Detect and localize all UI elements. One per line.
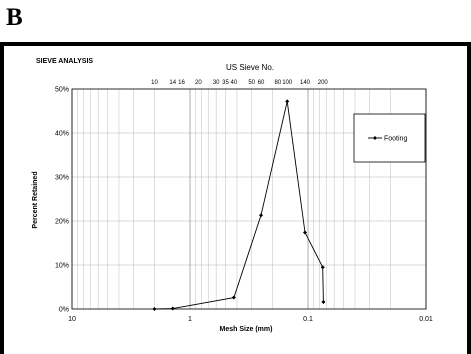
chart-title: SIEVE ANALYSIS — [36, 58, 93, 65]
x-axis-label: Mesh Size (mm) — [220, 326, 273, 333]
panel-label: B — [6, 4, 23, 31]
top-axis-label: US Sieve No. — [226, 63, 274, 72]
data-point — [303, 230, 308, 235]
sieve-tick-label: 40 — [231, 80, 238, 86]
y-tick-label: 40% — [55, 131, 69, 138]
plot-area: 0% 10% 20% 30% 40% 50% 10 1 0.1 0.01 10 14 16 20 30 35 4… — [55, 80, 433, 323]
y-tick-label: 0% — [59, 307, 69, 314]
sieve-tick-label: 16 — [178, 80, 185, 86]
y-tick-label: 20% — [55, 219, 69, 226]
legend-label-footing: Footing — [384, 136, 407, 143]
x-tick-label: 10 — [68, 316, 76, 323]
x-tick-label: 0.1 — [303, 316, 313, 323]
sieve-tick-label: 60 — [258, 80, 265, 86]
chart-frame — [0, 42, 471, 354]
sieve-tick-label: 20 — [195, 80, 202, 86]
data-point — [152, 307, 157, 311]
data-point — [259, 213, 264, 218]
sieve-tick-label: 100 — [282, 80, 293, 86]
data-point — [170, 306, 175, 311]
sieve-tick-label: 14 — [169, 80, 176, 86]
sieve-tick-label: 10 — [151, 80, 158, 86]
legend-swatch-marker — [373, 136, 377, 140]
sieve-tick-label: 35 — [222, 80, 229, 86]
sieve-tick-label: 30 — [213, 80, 220, 86]
data-point — [320, 265, 325, 270]
y-tick-label: 30% — [55, 175, 69, 182]
y-tick-label: 10% — [55, 263, 69, 270]
sieve-tick-label: 200 — [318, 80, 329, 86]
sieve-tick-label: 80 — [275, 80, 282, 86]
sieve-tick-label: 50 — [248, 80, 255, 86]
data-point — [285, 99, 290, 104]
sieve-tick-label: 140 — [300, 80, 311, 86]
series-line-footing — [154, 101, 324, 310]
y-axis-label: Percent Retained — [32, 171, 39, 228]
y-tick-label: 50% — [55, 87, 69, 94]
data-point — [321, 299, 326, 304]
x-tick-label: 0.01 — [419, 316, 433, 323]
legend-box — [353, 113, 426, 163]
plot-border — [71, 88, 427, 310]
data-point — [231, 295, 236, 300]
x-tick-label: 1 — [188, 316, 192, 323]
